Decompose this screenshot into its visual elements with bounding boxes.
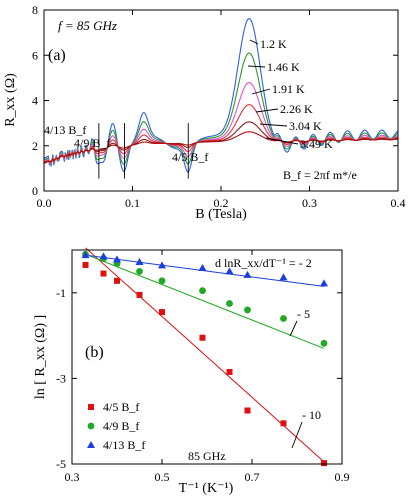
data-point-triangle [320, 279, 328, 287]
data-point-square [136, 291, 143, 298]
panel-a-curves [43, 17, 399, 173]
panel-b-points [81, 250, 328, 467]
panel-b-y-axis-label: ln [ R_xx (Ω) ] [33, 315, 48, 399]
data-point-square [100, 270, 107, 277]
panel-b-legend: 4/5 B_f 4/9 B_f 4/13 B_f [87, 400, 145, 452]
fraction-label: 4/13 B_f [44, 123, 86, 137]
panel-a-x-axis-label: B (Tesla) [195, 207, 247, 222]
formula-note: B_f = 2πf m*/e [283, 168, 357, 182]
curve-3-49-k [43, 131, 398, 164]
slope-label: - 5 [297, 307, 310, 321]
panel-a-ticks: 0.0 0.1 0.2 0.3 0.4 0 2 4 6 8 [32, 3, 406, 210]
panel-b-x-axis-label: T⁻¹ (K⁻¹) [179, 481, 234, 496]
panel-a: 1.2 K 1.46 K 1.91 K 2.26 K 3.04 K 3.49 K 4/13 … [3, 3, 406, 222]
fit-line-circle [85, 253, 325, 349]
panel-a-x-tick-label: 0.2 [214, 196, 229, 210]
panel-a-x-tick-label: 0.3 [302, 196, 317, 210]
data-point-triangle [113, 255, 121, 263]
temperature-leader [259, 123, 288, 127]
panel-b-ticks: 0.3 0.5 0.7 0.9 -1 -3 -5 [56, 250, 350, 484]
data-point-triangle [135, 257, 144, 265]
temperature-label: 1.46 K [267, 60, 300, 74]
data-point-square [226, 368, 233, 375]
panel-b-frequency-note: 85 GHz [188, 449, 226, 463]
legend-label: 4/9 B_f [103, 419, 139, 433]
data-point-square [159, 309, 165, 316]
panel-b-x-tick-label: 0.5 [155, 470, 170, 484]
panel-a-y-tick-label: 6 [32, 48, 38, 62]
panel-b-label: (b) [85, 344, 104, 361]
panel-a-x-tick-label: 0.1 [125, 196, 140, 210]
panel-a-annotations: 1.2 K 1.46 K 1.91 K 2.26 K 3.04 K 3.49 K 4/13 … [44, 37, 333, 179]
data-point-circle [244, 306, 251, 314]
data-point-circle [226, 300, 233, 307]
data-point-triangle [279, 273, 288, 281]
frequency-note: f = 85 GHz [58, 18, 117, 33]
legend-label: 4/5 B_f [103, 400, 139, 414]
data-point-triangle [87, 441, 95, 448]
data-point-square [280, 420, 287, 427]
panel-b-y-tick-label: -5 [56, 457, 66, 471]
panel-b: 0.3 0.5 0.7 0.9 -1 -3 -5 - 10 - 5 4/5 B_f 4/9 B_… [33, 247, 350, 496]
panel-b-x-tick-label: 0.3 [65, 470, 80, 484]
data-point-square [321, 460, 327, 467]
panel-a-y-axis-label: R_xx (Ω) [3, 73, 18, 127]
data-point-square [244, 407, 251, 414]
data-point-square [88, 404, 94, 410]
fraction-label: 4/9 B_f [74, 136, 110, 150]
slope-leader [289, 320, 298, 337]
data-point-circle [136, 268, 143, 275]
panel-b-y-tick-label: -1 [56, 286, 66, 300]
temperature-leader [251, 88, 271, 95]
data-point-square [199, 334, 206, 341]
data-point-circle [199, 287, 206, 295]
panel-a-y-tick-label: 2 [32, 139, 38, 153]
panel-b-slope-labels: - 10 - 5 [289, 307, 321, 449]
panel-a-y-tick-label: 8 [32, 3, 38, 17]
panel-b-x-tick-label: 0.7 [245, 470, 260, 484]
slope-leader [291, 421, 303, 449]
data-point-square [82, 261, 89, 268]
data-point-circle [320, 339, 328, 347]
panel-a-label: (a) [48, 47, 66, 64]
data-point-triangle [225, 267, 234, 275]
slope-label: - 10 [302, 408, 321, 422]
panel-a-y-tick-label: 0 [32, 184, 38, 198]
data-point-triangle [198, 263, 207, 271]
panel-b-y-tick-label: -3 [56, 371, 66, 385]
data-point-circle [87, 422, 95, 430]
data-point-square [114, 277, 120, 284]
temperature-leader [265, 137, 299, 145]
temperature-leader [255, 108, 279, 113]
data-point-circle [280, 315, 287, 322]
data-point-circle [158, 277, 166, 285]
panel-a-y-tick-label: 4 [32, 94, 38, 108]
temperature-leader [247, 65, 266, 68]
panel-a-x-tick-label: 0.4 [391, 196, 406, 210]
panel-b-x-tick-label: 0.9 [335, 470, 350, 484]
data-point-triangle [99, 252, 108, 260]
slope-title: d lnR_xx/dT⁻¹ = - 2 [215, 256, 312, 270]
legend-label: 4/13 B_f [103, 438, 145, 452]
data-point-triangle [158, 261, 166, 269]
temperature-leader [249, 39, 259, 45]
temperature-label: 2.26 K [280, 102, 313, 116]
panel-b-frame [71, 249, 343, 465]
fraction-label: 4/5 B_f [172, 150, 208, 164]
data-point-triangle [243, 270, 252, 278]
temperature-label: 3.49 K [300, 137, 333, 151]
panel-a-x-tick-label: 0.0 [37, 196, 52, 210]
temperature-label: 3.04 K [289, 119, 322, 133]
temperature-label: 1.2 K [260, 37, 287, 51]
temperature-label: 1.91 K [272, 82, 305, 96]
data-point-triangle [81, 251, 90, 259]
